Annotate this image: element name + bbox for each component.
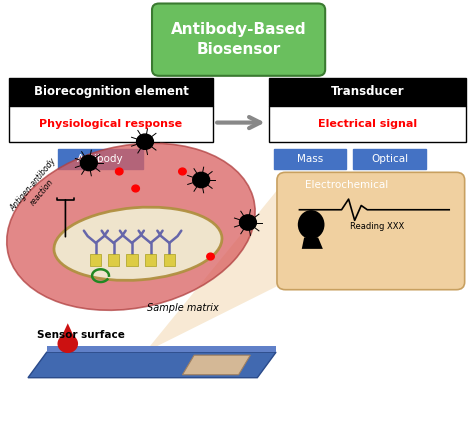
FancyBboxPatch shape [58,149,143,169]
Bar [108,254,119,266]
Polygon shape [60,323,75,339]
Circle shape [207,253,214,260]
Text: Optical: Optical [371,154,408,164]
Circle shape [193,172,210,187]
Text: Biorecognition element: Biorecognition element [34,85,189,98]
Circle shape [137,134,154,149]
Text: Sample matrix: Sample matrix [146,303,219,312]
FancyBboxPatch shape [277,172,465,290]
Text: Electrochemical: Electrochemical [305,180,388,190]
Bar [164,254,175,266]
Circle shape [81,155,97,171]
Circle shape [179,168,186,175]
FancyBboxPatch shape [269,78,465,106]
Text: Antigen-antibody
reaction: Antigen-antibody reaction [9,157,66,220]
Polygon shape [145,180,285,352]
Polygon shape [47,346,276,352]
FancyBboxPatch shape [9,106,213,142]
Polygon shape [182,355,250,375]
FancyBboxPatch shape [9,78,213,106]
Bar [90,254,101,266]
Circle shape [116,168,123,175]
Bar [126,254,137,266]
FancyBboxPatch shape [269,106,465,142]
Circle shape [239,215,256,230]
Bar [145,254,156,266]
Polygon shape [28,352,276,378]
Text: Reading XXX: Reading XXX [349,222,404,231]
Circle shape [132,185,139,192]
Text: Mass: Mass [297,154,323,164]
Circle shape [57,334,78,353]
Text: Transducer: Transducer [330,85,404,98]
FancyBboxPatch shape [295,175,398,195]
FancyBboxPatch shape [152,3,325,76]
FancyBboxPatch shape [353,149,426,169]
Ellipse shape [7,143,255,310]
Text: Antibody-Based
Biosensor: Antibody-Based Biosensor [171,22,306,57]
Text: Antibody: Antibody [77,154,124,164]
Polygon shape [302,238,323,249]
Ellipse shape [54,207,222,280]
Text: Sensor surface: Sensor surface [37,330,125,340]
FancyBboxPatch shape [273,149,346,169]
Text: Electrical signal: Electrical signal [318,119,417,129]
Text: Physiological response: Physiological response [39,119,182,129]
Ellipse shape [298,210,325,239]
